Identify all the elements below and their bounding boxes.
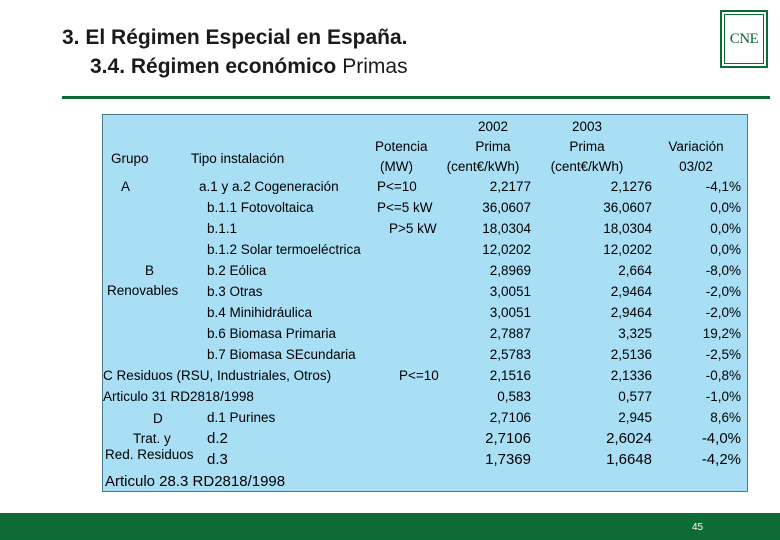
row-variacion: 8,6% <box>710 410 741 425</box>
row-prima-2002: 1,7369 <box>485 451 531 468</box>
header-variacion-period: 03/02 <box>679 159 713 174</box>
header-potencia-unit: (MW) <box>380 159 413 174</box>
row-prima-2002: 2,1516 <box>489 368 531 383</box>
row-prima-2003: 2,5136 <box>610 347 652 362</box>
header-2003-year: 2003 <box>571 119 603 134</box>
row-prima-2003: 1,6648 <box>606 451 652 468</box>
row-tipo: b.1.1 Fotovoltaica <box>207 200 314 215</box>
header-2003-prima: Prima <box>569 139 605 154</box>
row-variacion: -4,2% <box>701 451 741 468</box>
row-variacion: 0,0% <box>710 242 741 257</box>
row-tipo: a.1 y a.2 Cogeneración <box>199 179 339 194</box>
row-variacion: 0,0% <box>710 200 741 215</box>
footer-bar <box>0 513 780 540</box>
row-prima-2003: 2,945 <box>618 410 652 425</box>
title-divider <box>62 96 770 99</box>
row-variacion: -2,5% <box>705 347 741 362</box>
row-prima-2002: 0,583 <box>497 389 531 404</box>
header-potencia: Potencia <box>375 139 428 154</box>
group-label-b: B <box>145 263 155 278</box>
row-variacion: -4,1% <box>705 179 741 194</box>
row-potencia: P<=10 <box>399 368 439 383</box>
row-tipo: b.1.2 Solar termoeléctrica <box>207 242 361 257</box>
slide-subtitle: 3.4. Régimen económico Primas <box>90 55 408 79</box>
row-prima-2003: 2,1276 <box>610 179 652 194</box>
row-tipo: b.1.1 <box>207 221 238 236</box>
subtitle-main: 3.4. Régimen económico <box>90 55 337 78</box>
row-prima-2002: 2,8969 <box>489 263 531 278</box>
row-prima-2002: 3,0051 <box>489 284 531 299</box>
header-variacion: Variación <box>668 139 724 154</box>
row-variacion: -2,0% <box>705 284 741 299</box>
header-tipo-instalacion: Tipo instalación <box>191 151 285 166</box>
row-variacion: 19,2% <box>702 326 741 341</box>
header-grupo: Grupo <box>111 151 149 166</box>
row-prima-2003: 12,0202 <box>603 242 652 257</box>
row-tipo: d.2 <box>207 430 228 447</box>
row-tipo: b.2 Eólica <box>207 263 267 278</box>
group-label-red-residuos: Red. Residuos <box>105 447 194 462</box>
row-prima-2003: 2,9464 <box>610 305 652 320</box>
row-tipo: C Residuos (RSU, Industriales, Otros) <box>103 368 332 383</box>
premiums-table: Grupo Tipo instalación Potencia (MW) 200… <box>102 114 748 492</box>
group-label-d: D <box>153 411 163 426</box>
row-prima-2003: 2,1336 <box>610 368 652 383</box>
row-variacion: -4,0% <box>701 430 741 447</box>
footer-row-articulo: Articulo 28.3 RD2818/1998 <box>105 473 286 490</box>
header-2002-unit: (cent€/kWh) <box>446 159 520 174</box>
row-tipo: d.3 <box>207 451 228 468</box>
cne-logo: CNE <box>720 10 768 68</box>
page-number: 45 <box>692 522 704 533</box>
row-prima-2002: 3,0051 <box>489 305 531 320</box>
cne-logo-text: CNE <box>729 30 759 47</box>
row-variacion: -1,0% <box>705 389 741 404</box>
row-prima-2002: 2,5783 <box>489 347 531 362</box>
row-prima-2002: 2,7887 <box>489 326 531 341</box>
row-prima-2002: 2,2177 <box>489 179 531 194</box>
row-potencia: P<=5 kW <box>377 200 433 215</box>
slide-title: 3. El Régimen Especial en España. <box>62 26 408 49</box>
row-prima-2003: 2,664 <box>618 263 652 278</box>
row-variacion: 0,0% <box>710 221 741 236</box>
row-tipo: b.4 Minihidráulica <box>207 305 313 320</box>
row-potencia: P<=10 <box>377 179 417 194</box>
header-2003-unit: (cent€/kWh) <box>550 159 624 174</box>
row-tipo: Articulo 31 RD2818/1998 <box>103 389 254 404</box>
row-tipo: d.1 Purines <box>207 410 276 425</box>
row-tipo: b.7 Biomasa SEcundaria <box>207 347 356 362</box>
header-2002-year: 2002 <box>477 119 509 134</box>
header-2002-prima: Prima <box>475 139 511 154</box>
row-prima-2003: 36,0607 <box>603 200 652 215</box>
subtitle-secondary: Primas <box>342 55 408 78</box>
group-label-a: A <box>121 179 131 194</box>
group-label-trat: Trat. y <box>133 431 171 446</box>
row-tipo: b.6 Biomasa Primaria <box>207 326 337 341</box>
row-prima-2002: 18,0304 <box>482 221 531 236</box>
row-prima-2002: 2,7106 <box>485 430 531 447</box>
row-prima-2003: 2,6024 <box>606 430 652 447</box>
row-potencia: P>5 kW <box>389 221 437 236</box>
row-prima-2002: 12,0202 <box>482 242 531 257</box>
row-prima-2003: 18,0304 <box>603 221 652 236</box>
row-prima-2003: 0,577 <box>618 389 652 404</box>
row-variacion: -0,8% <box>705 368 741 383</box>
row-prima-2003: 3,325 <box>618 326 652 341</box>
cne-logo-frame: CNE <box>724 14 764 64</box>
row-variacion: -8,0% <box>705 263 741 278</box>
row-variacion: -2,0% <box>705 305 741 320</box>
row-tipo: b.3 Otras <box>207 284 263 299</box>
group-label-renovables: Renovables <box>107 283 179 298</box>
row-prima-2003: 2,9464 <box>610 284 652 299</box>
row-prima-2002: 36,0607 <box>482 200 531 215</box>
row-prima-2002: 2,7106 <box>489 410 531 425</box>
